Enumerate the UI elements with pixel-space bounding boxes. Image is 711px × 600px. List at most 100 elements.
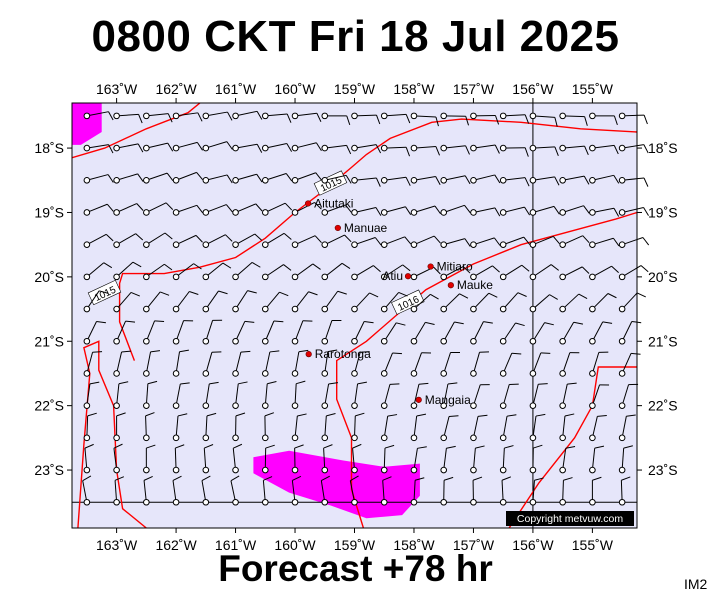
wind-barb <box>232 290 257 313</box>
station-circle <box>113 112 120 120</box>
wind-barb <box>499 292 527 313</box>
lat-label-left: 21˚S <box>34 333 64 349</box>
station-circle <box>618 176 626 184</box>
station-circle <box>529 402 537 409</box>
station-circle <box>143 209 150 216</box>
lon-label-bottom: 160˚W <box>274 537 316 553</box>
wind-barb <box>83 320 106 345</box>
wind-barb <box>113 261 142 281</box>
wind-barb <box>529 264 559 281</box>
station-circle <box>380 209 388 216</box>
copyright-box[interactable]: Copyright metvuw.com <box>506 511 634 526</box>
wind-barb <box>410 293 439 313</box>
station-circle <box>291 305 299 313</box>
station-circle <box>529 209 537 216</box>
wind-barb <box>143 320 165 345</box>
station-circle <box>232 144 239 152</box>
station-circle <box>321 176 329 184</box>
wind-barb <box>172 349 189 377</box>
wind-barb <box>143 444 156 474</box>
wind-barb <box>321 144 352 155</box>
wind-barb <box>232 173 263 184</box>
wind-barb <box>499 445 514 474</box>
station-circle <box>499 273 507 281</box>
wind-barb <box>589 293 617 313</box>
wind-barb <box>589 351 609 377</box>
wind-barb <box>261 232 292 248</box>
station-circle <box>470 402 477 409</box>
station-circle <box>529 176 537 184</box>
wind-barb <box>440 415 459 442</box>
isobar-line <box>72 103 201 159</box>
station-circle <box>202 305 210 313</box>
station-circle <box>470 273 477 281</box>
rain-area <box>72 103 102 145</box>
wind-barb <box>232 110 263 120</box>
station-circle <box>529 434 537 442</box>
wind-barb <box>351 265 381 281</box>
station-circle <box>589 209 596 216</box>
wind-barb <box>261 444 275 474</box>
station-circle <box>470 209 477 216</box>
wind-barb <box>470 414 488 442</box>
wind-barb <box>618 320 642 345</box>
wind-barb <box>202 174 233 184</box>
wind-barb <box>559 446 576 474</box>
wind-barb <box>410 413 427 442</box>
lon-label-bottom: 161˚W <box>215 537 257 553</box>
wind-barb <box>232 443 243 474</box>
station-circle <box>321 305 329 313</box>
station-circle <box>440 176 448 184</box>
wind-barb <box>499 264 530 281</box>
station-circle <box>172 337 180 345</box>
station-circle <box>291 498 299 506</box>
station-circle <box>321 144 329 152</box>
wind-barb <box>202 444 214 474</box>
station-circle <box>529 144 537 152</box>
wind-barb <box>410 352 431 377</box>
wind-barb <box>349 475 359 506</box>
wind-barb <box>529 383 548 409</box>
wind-barb <box>410 477 425 506</box>
wind-barb <box>529 144 559 156</box>
station-circle <box>202 209 210 216</box>
station-circle <box>351 402 358 409</box>
wind-barb <box>618 144 649 154</box>
wind-barb <box>529 205 560 216</box>
station-circle <box>470 112 477 120</box>
lon-label-top: 160˚W <box>274 81 316 97</box>
station-circle <box>202 498 210 506</box>
wind-barb <box>83 412 97 442</box>
place-atiu: Atiu <box>382 269 412 283</box>
station-circle <box>261 370 269 377</box>
wind-barb <box>143 142 174 152</box>
station-circle <box>499 498 507 506</box>
station-circle <box>559 402 566 409</box>
station-circle <box>559 112 566 120</box>
wind-barb <box>470 174 501 184</box>
station-circle <box>380 273 388 281</box>
wind-barb <box>410 235 441 248</box>
wind-barb <box>143 380 158 409</box>
station-circle <box>261 466 269 474</box>
wind-barb <box>321 204 352 216</box>
wind-barb <box>380 322 406 345</box>
station-circle <box>410 498 418 506</box>
town-marker <box>305 200 312 207</box>
station-circle <box>410 370 418 377</box>
wind-barb <box>589 237 620 248</box>
wind-barb <box>202 111 233 121</box>
wind-barb <box>470 237 501 248</box>
wind-barb <box>143 263 173 281</box>
station-circle <box>589 370 596 377</box>
wind-barb <box>499 206 531 216</box>
wind-barb <box>410 446 427 474</box>
station-circle <box>83 370 91 377</box>
wind-barb <box>261 112 292 123</box>
wind-barb <box>529 322 554 345</box>
station-circle <box>291 466 299 474</box>
wind-barb <box>470 476 483 506</box>
station-circle <box>618 273 626 281</box>
wind-barb <box>83 381 100 409</box>
